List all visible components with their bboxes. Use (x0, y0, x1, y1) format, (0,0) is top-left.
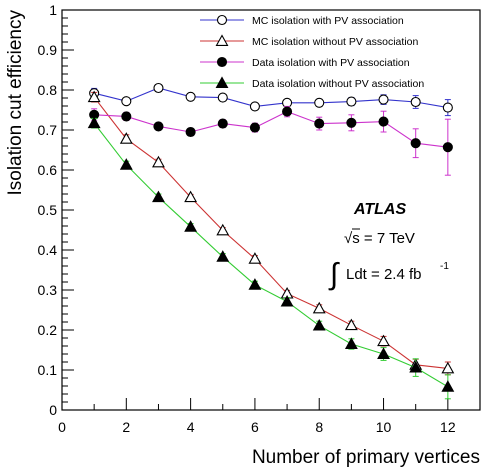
legend-marker (216, 14, 228, 26)
data-point (312, 318, 326, 331)
legend-label: Data isolation with PV association (252, 57, 410, 69)
data-point (344, 337, 358, 349)
luminosity-exponent: -1 (440, 261, 449, 272)
data-point (152, 155, 165, 168)
annotation-block: ATLAS √s = 7 TeV ∫ Ldt = 2.4 fb -1 (328, 201, 449, 291)
x-axis-title: Number of primary vertices (252, 447, 480, 468)
data-point (216, 250, 230, 262)
data-point (217, 92, 228, 103)
y-tick-label: 0.8 (38, 82, 58, 98)
data-point (248, 278, 262, 290)
data-point (378, 94, 389, 105)
data-point (119, 158, 133, 170)
data-point (249, 122, 260, 133)
y-tick-label: 0.9 (38, 42, 58, 58)
data-point (442, 102, 453, 113)
data-point (217, 118, 228, 129)
plot-frame (61, 9, 481, 411)
legend-marker (215, 34, 229, 46)
series-line (93, 122, 449, 388)
x-tick-label: 0 (58, 419, 66, 435)
legend-entry: MC isolation with PV association (200, 14, 404, 27)
y-tick-label: 0.7 (38, 122, 58, 138)
series-3 (89, 105, 453, 176)
x-axis: 0 2 4 6 8 10 12 (58, 398, 481, 435)
integral-sign: ∫ (328, 258, 340, 291)
y-tick-label: 0.5 (38, 202, 58, 218)
series-line (94, 111, 448, 148)
y-tick-label: 0.3 (38, 282, 58, 298)
data-point (346, 117, 357, 128)
x-tick-label: 4 (187, 419, 195, 435)
data-point (185, 91, 196, 102)
data-point (441, 380, 455, 392)
legend-entry: Data isolation with PV association (200, 56, 410, 69)
data-point (442, 142, 453, 153)
legend-entry: MC isolation without PV association (200, 34, 418, 48)
data-point (121, 111, 132, 122)
x-tick-label: 2 (122, 419, 130, 435)
data-point (119, 132, 133, 144)
x-tick-label: 10 (376, 419, 392, 435)
y-axis-title: Isolation cut efficiency (5, 10, 26, 196)
data-point (377, 347, 390, 359)
data-point (248, 252, 262, 264)
y-tick-label: 0.6 (38, 162, 58, 178)
data-point (249, 101, 260, 112)
data-point (312, 301, 326, 314)
legend-label: Data isolation without PV association (252, 78, 424, 90)
data-point (314, 118, 325, 129)
y-tick-label: 0 (49, 402, 57, 418)
legend-marker (216, 56, 228, 68)
legend-label: MC isolation with PV association (252, 15, 404, 27)
series-4 (87, 116, 455, 400)
series-layer (87, 82, 455, 400)
y-axis: 0 0.1 0.2 0.3 0.4 0.5 0.6 0.7 0.8 0.9 1 (38, 2, 74, 418)
data-point (87, 116, 101, 129)
data-point (153, 82, 164, 94)
y-tick-label: 0.1 (38, 362, 58, 378)
series-line (94, 87, 448, 109)
energy-label: √s = 7 TeV (344, 230, 415, 247)
data-point (344, 318, 358, 331)
y-tick-label: 1 (49, 2, 57, 18)
data-point (441, 361, 455, 374)
data-point (184, 220, 198, 232)
data-point (409, 360, 423, 373)
x-tick-label: 12 (440, 419, 456, 435)
y-tick-label: 0.2 (38, 322, 58, 338)
data-point (185, 126, 196, 138)
series-2 (87, 90, 455, 376)
legend-entry: Data isolation without PV association (200, 76, 424, 90)
legend-label: MC isolation without PV association (252, 36, 418, 48)
data-point (121, 96, 132, 107)
data-point (410, 96, 421, 108)
data-point (216, 223, 230, 236)
data-point (153, 121, 164, 132)
data-point (377, 334, 390, 347)
data-point (410, 138, 421, 149)
data-point (378, 116, 389, 127)
y-tick-label: 0.4 (38, 242, 58, 258)
data-point (346, 96, 357, 107)
data-point (314, 97, 325, 108)
data-point (280, 294, 294, 307)
data-point (87, 90, 101, 103)
experiment-label: ATLAS (353, 201, 406, 218)
x-tick-label: 8 (315, 419, 323, 435)
data-point (282, 106, 293, 117)
data-point (184, 190, 198, 203)
x-tick-label: 6 (251, 419, 259, 435)
legend-marker (215, 76, 229, 88)
data-point (152, 190, 165, 203)
legend: MC isolation with PV association MC isola… (200, 14, 424, 90)
luminosity-label: Ldt = 2.4 fb (346, 266, 421, 283)
